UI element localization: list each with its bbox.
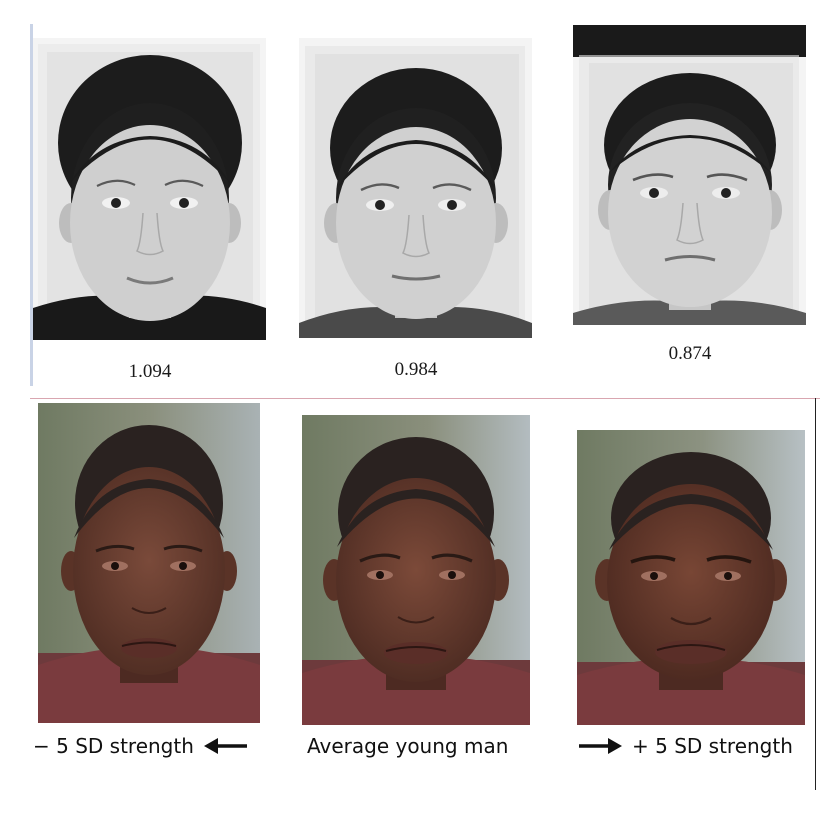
arrow-left-icon bbox=[203, 736, 248, 756]
child-composite-1 bbox=[33, 38, 266, 340]
caption-plus-5sd-text: + 5 SD strength bbox=[632, 734, 793, 758]
score-label-1: 1.094 bbox=[128, 361, 172, 382]
score-label-3: 0.874 bbox=[668, 343, 712, 364]
man-composite-plus-5sd bbox=[577, 430, 805, 725]
child-composite-3 bbox=[573, 25, 806, 325]
caption-minus-5sd-text: − 5 SD strength bbox=[33, 734, 194, 758]
score-label-2: 0.984 bbox=[394, 359, 438, 380]
caption-average: Average young man bbox=[307, 734, 508, 758]
arrow-right-icon bbox=[578, 736, 622, 756]
caption-average-text: Average young man bbox=[307, 734, 509, 758]
right-vertical-rule bbox=[815, 398, 816, 790]
caption-minus-5sd: − 5 SD strength bbox=[33, 734, 248, 758]
child-composite-2 bbox=[299, 38, 532, 338]
man-composite-minus-5sd bbox=[38, 403, 260, 723]
man-composite-average bbox=[302, 415, 530, 725]
panel-divider bbox=[30, 398, 820, 399]
caption-plus-5sd: + 5 SD strength bbox=[578, 734, 793, 758]
left-vertical-rule bbox=[30, 24, 33, 386]
